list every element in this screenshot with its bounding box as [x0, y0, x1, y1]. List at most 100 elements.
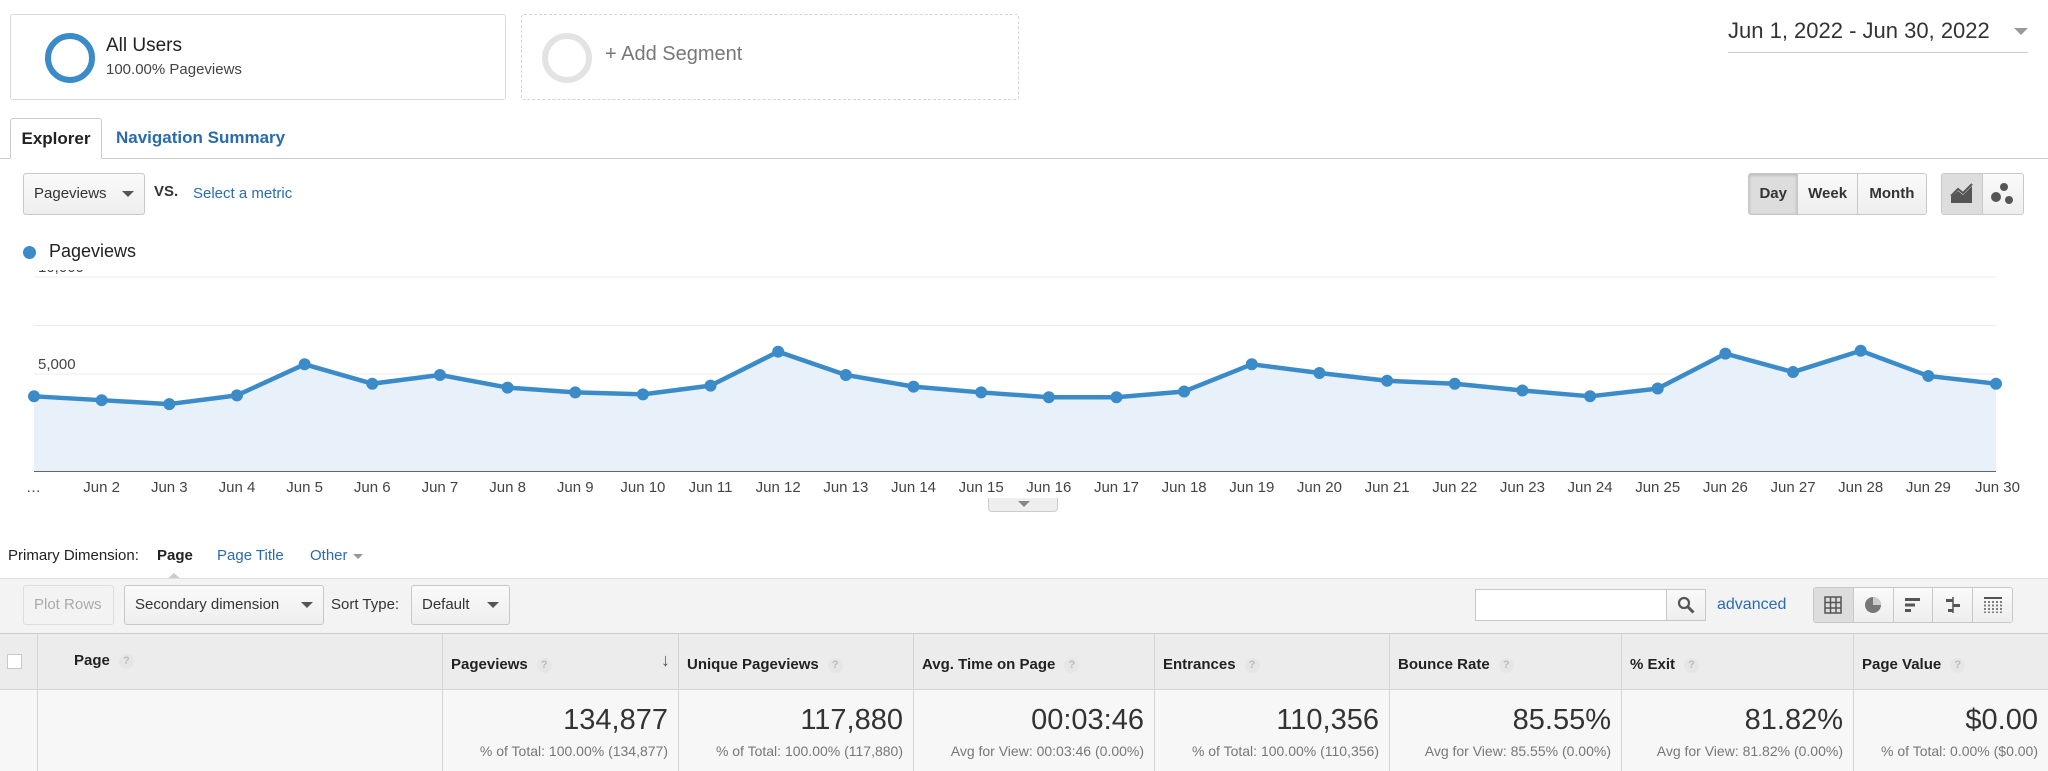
column-label: Bounce Rate: [1398, 656, 1490, 673]
pageviews-chart: 10,000 5,000 … Jun 2 Jun 3 Jun 4 Jun 5 Jun 6 Jun…: [26, 270, 2020, 496]
x-tick-label: Jun 26: [1703, 479, 1748, 496]
data-point: [704, 379, 717, 392]
primary-dimension-other[interactable]: Other: [310, 547, 363, 564]
primary-dimension-page[interactable]: Page: [157, 547, 193, 564]
legend-dot-icon: [23, 246, 36, 259]
column-header-bounce-rate[interactable]: Bounce Rate?: [1389, 634, 1621, 689]
help-icon[interactable]: ?: [1684, 657, 1700, 673]
data-point: [907, 380, 920, 393]
x-tick-label: Jun 30: [1975, 479, 2020, 496]
totals-page-cell: [37, 690, 442, 771]
motion-chart-icon: [1991, 183, 2013, 204]
x-tick-label: Jun 10: [620, 479, 665, 496]
totals-cell-pageviews: 134,877 % of Total: 100.00% (134,877): [442, 690, 678, 771]
x-tick-label: Jun 6: [354, 479, 391, 496]
data-table-view-button[interactable]: [1814, 588, 1853, 622]
secondary-dimension-dropdown[interactable]: Secondary dimension: [124, 585, 324, 625]
column-header-page-value[interactable]: Page Value?: [1853, 634, 2048, 689]
search-button[interactable]: [1666, 589, 1706, 621]
help-icon[interactable]: ?: [118, 653, 134, 669]
select-metric-link[interactable]: Select a metric: [193, 185, 293, 202]
table-header: Page? Pageviews? ↓ Unique Pageviews? Avg…: [0, 634, 2048, 690]
line-chart-button[interactable]: [1942, 174, 1982, 214]
column-label: Avg. Time on Page: [922, 656, 1056, 673]
day-button[interactable]: Day: [1749, 174, 1798, 214]
search-icon: [1677, 596, 1695, 614]
series-area: [34, 350, 1996, 471]
column-header-page[interactable]: Page?: [37, 634, 442, 689]
chart-collapse-handle[interactable]: [988, 498, 1058, 512]
data-point: [1516, 384, 1529, 397]
help-icon[interactable]: ?: [1064, 657, 1080, 673]
table-toolbar: [0, 578, 2048, 633]
help-icon[interactable]: ?: [1498, 657, 1514, 673]
secondary-dimension-label: Secondary dimension: [135, 596, 280, 613]
x-tick-label: Jun 16: [1026, 479, 1071, 496]
pivot-view-button[interactable]: [1972, 588, 2012, 622]
segment-subtitle: 100.00% Pageviews: [106, 61, 242, 78]
sort-type-dropdown[interactable]: Default: [411, 585, 510, 625]
data-point: [366, 377, 379, 390]
data-point: [1448, 377, 1461, 390]
pie-view-button[interactable]: [1852, 588, 1893, 622]
data-point: [1110, 391, 1123, 404]
help-icon[interactable]: ?: [536, 657, 552, 673]
column-label: Pageviews: [451, 656, 528, 673]
x-tick-label: Jun 19: [1229, 479, 1274, 496]
tab-explorer[interactable]: Explorer: [10, 118, 102, 159]
chevron-down-icon: [352, 553, 363, 559]
data-point: [839, 368, 852, 381]
line-chart-icon: [1950, 183, 1973, 203]
select-all-checkbox[interactable]: [7, 654, 22, 669]
segment-ring-icon: [45, 33, 95, 83]
table-view-toggle: [1813, 587, 2013, 623]
legend-label: Pageviews: [49, 241, 137, 261]
total-value: 117,880: [800, 704, 903, 736]
help-icon[interactable]: ?: [1244, 657, 1260, 673]
week-button[interactable]: Week: [1797, 174, 1857, 214]
x-tick-label: Jun 23: [1500, 479, 1545, 496]
column-label: Unique Pageviews: [687, 656, 819, 673]
month-button[interactable]: Month: [1856, 174, 1926, 214]
totals-row: 134,877 % of Total: 100.00% (134,877) 11…: [0, 690, 2048, 771]
x-tick-label: Jun 22: [1432, 479, 1477, 496]
total-value: 134,877: [563, 704, 668, 736]
comparison-view-button[interactable]: [1932, 588, 1973, 622]
x-tick-label: Jun 3: [151, 479, 188, 496]
total-note: % of Total: 0.00% ($0.00): [1881, 743, 2038, 759]
x-tick-label: Jun 18: [1162, 479, 1207, 496]
total-value: 110,356: [1276, 704, 1379, 736]
totals-cell-page-value: $0.00 % of Total: 0.00% ($0.00): [1853, 690, 2048, 771]
x-tick-label: Jun 28: [1838, 479, 1883, 496]
tab-navigation-summary[interactable]: Navigation Summary: [116, 128, 286, 147]
date-range-picker[interactable]: Jun 1, 2022 - Jun 30, 2022: [1728, 18, 2028, 53]
data-point: [28, 390, 40, 403]
primary-dimension-page-title[interactable]: Page Title: [217, 547, 284, 564]
motion-chart-button[interactable]: [1982, 174, 2023, 214]
table-search-input[interactable]: [1475, 589, 1667, 621]
chart-type-toggle: [1941, 173, 2024, 215]
select-all-cell: [0, 634, 37, 689]
data-point: [772, 345, 785, 358]
x-tick-label: Jun 25: [1635, 479, 1680, 496]
help-icon[interactable]: ?: [1950, 657, 1966, 673]
performance-view-button[interactable]: [1892, 588, 1933, 622]
add-segment-button[interactable]: + Add Segment: [521, 14, 1019, 100]
report-table: Page? Pageviews? ↓ Unique Pageviews? Avg…: [0, 633, 2048, 771]
column-header-unique-pageviews[interactable]: Unique Pageviews?: [678, 634, 913, 689]
total-note: % of Total: 100.00% (110,356): [1191, 743, 1379, 759]
x-tick-label: Jun 21: [1365, 479, 1410, 496]
column-header-pageviews[interactable]: Pageviews? ↓: [442, 634, 678, 689]
other-label: Other: [310, 547, 348, 564]
column-header-exit[interactable]: % Exit?: [1621, 634, 1853, 689]
column-header-entrances[interactable]: Entrances?: [1154, 634, 1389, 689]
advanced-filter-link[interactable]: advanced: [1717, 596, 1787, 613]
column-header-avg-time-on-page[interactable]: Avg. Time on Page?: [913, 634, 1154, 689]
data-point: [636, 388, 649, 401]
help-icon[interactable]: ?: [827, 657, 843, 673]
segment-all-users[interactable]: All Users 100.00% Pageviews: [10, 14, 506, 100]
x-tick-label: Jun 13: [823, 479, 868, 496]
data-point: [975, 386, 988, 399]
plot-rows-button[interactable]: Plot Rows: [23, 585, 114, 625]
metric-dropdown[interactable]: Pageviews: [23, 173, 145, 215]
